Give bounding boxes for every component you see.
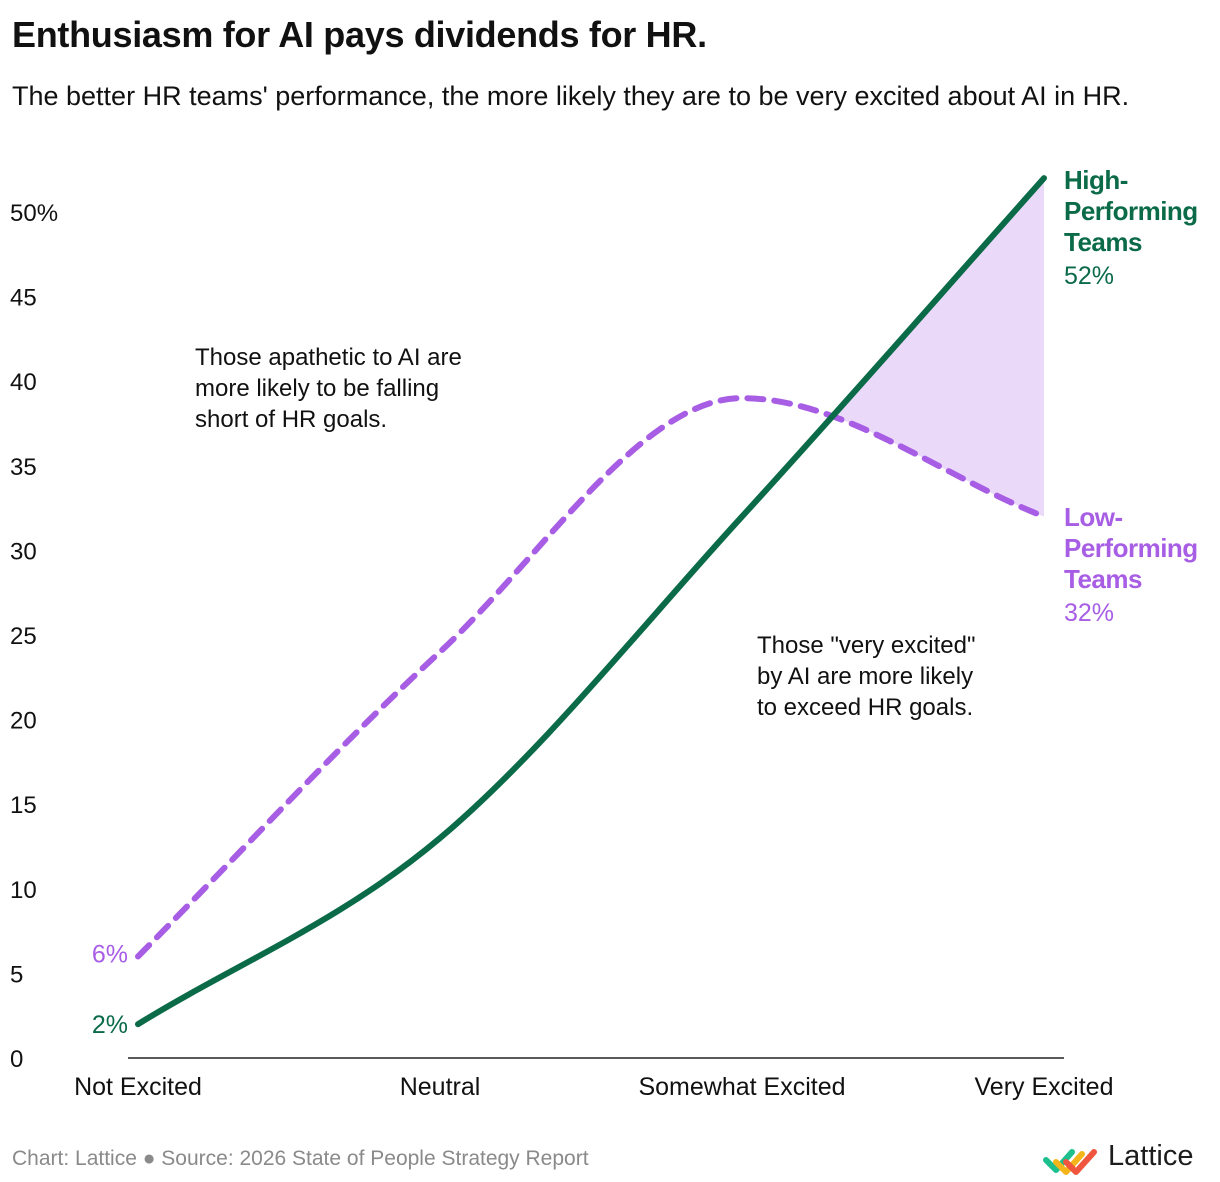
y-tick-label: 25 xyxy=(10,623,37,650)
annotation-text: by AI are more likely xyxy=(757,663,973,690)
lattice-logo-text: Lattice xyxy=(1108,1140,1194,1172)
footer-separator: ● xyxy=(142,1147,156,1170)
series-name-low: Performing xyxy=(1064,533,1198,563)
lattice-logo-icon xyxy=(1043,1149,1097,1175)
series-name-high: Performing xyxy=(1064,196,1198,226)
x-tick-label: Very Excited xyxy=(975,1073,1114,1101)
series-name-low: Low- xyxy=(1064,502,1123,532)
data-label-high-start: 2% xyxy=(92,1011,128,1039)
annotation-text: Those "very excited" xyxy=(757,632,975,659)
y-tick-label: 0 xyxy=(10,1046,23,1073)
x-tick-label: Neutral xyxy=(400,1073,481,1101)
annotation-text: to exceed HR goals. xyxy=(757,694,973,721)
y-tick-label: 50% xyxy=(10,200,58,227)
lattice-logo: Lattice xyxy=(1042,1140,1212,1180)
annotation-text: Those apathetic to AI are xyxy=(195,344,462,371)
y-tick-label: 10 xyxy=(10,877,37,904)
annotation-text: short of HR goals. xyxy=(195,406,387,433)
chart-subtitle: The better HR teams' performance, the mo… xyxy=(12,81,1130,111)
y-tick-label: 40 xyxy=(10,369,37,396)
footer-source-text: Source: 2026 State of People Strategy Re… xyxy=(161,1147,589,1170)
series-line-high-performing xyxy=(135,175,1047,1028)
series-name-high: Teams xyxy=(1064,227,1142,257)
y-tick-label: 5 xyxy=(10,961,23,988)
data-label-high-end: 52% xyxy=(1064,262,1114,290)
series-name-high: High- xyxy=(1064,165,1128,195)
footer-credit: Chart: Lattice xyxy=(12,1147,137,1170)
series-name-low: Teams xyxy=(1064,564,1142,594)
y-tick-label: 20 xyxy=(10,708,37,735)
x-tick-label: Somewhat Excited xyxy=(638,1073,845,1101)
footer-source: Chart: Lattice ● Source: 2026 State of P… xyxy=(12,1147,589,1171)
performance-gap-area xyxy=(833,178,1044,517)
data-label-low-start: 6% xyxy=(92,940,128,968)
y-tick-label: 45 xyxy=(10,285,37,312)
chart-title: Enthusiasm for AI pays dividends for HR. xyxy=(12,14,707,55)
y-tick-label: 15 xyxy=(10,792,37,819)
x-tick-label: Not Excited xyxy=(74,1073,202,1101)
series-line-low-performing xyxy=(135,395,1047,960)
y-tick-label: 35 xyxy=(10,454,37,481)
y-tick-label: 30 xyxy=(10,538,37,565)
annotation-text: more likely to be falling xyxy=(195,375,439,402)
data-label-low-end: 32% xyxy=(1064,599,1114,627)
